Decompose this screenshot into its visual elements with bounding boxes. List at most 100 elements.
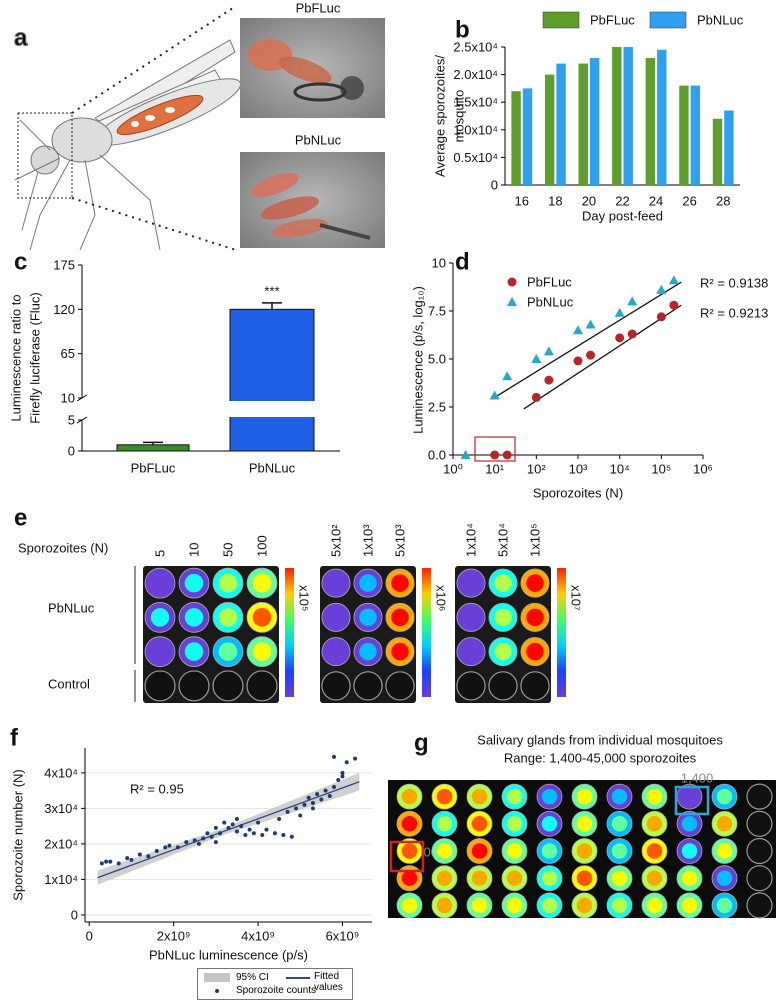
x-tick-label: PbFLuc xyxy=(131,461,176,476)
well-core xyxy=(716,870,733,886)
point xyxy=(289,834,294,839)
bar xyxy=(511,91,521,185)
legend-label: PbFLuc xyxy=(590,13,635,28)
empty-well xyxy=(746,892,773,919)
point xyxy=(627,329,637,339)
point xyxy=(332,754,337,759)
legend-swatch xyxy=(542,11,580,29)
y-tick-label: 3x10⁴ xyxy=(44,801,78,816)
bar xyxy=(623,47,633,185)
well-core xyxy=(436,788,453,805)
well-core xyxy=(681,870,698,886)
point xyxy=(108,859,113,864)
well-core xyxy=(541,788,558,805)
annotation: R² = 0.95 xyxy=(130,782,184,797)
x-tick-label: 20 xyxy=(582,194,596,209)
bar xyxy=(116,444,190,452)
point xyxy=(192,838,197,843)
panel-letter: c xyxy=(14,249,27,276)
point xyxy=(234,817,239,822)
well-core xyxy=(184,573,204,593)
empty-well xyxy=(246,670,278,702)
well-core xyxy=(576,897,593,914)
point xyxy=(336,777,341,782)
well-core xyxy=(681,843,698,859)
point xyxy=(234,829,239,834)
legend-swatch xyxy=(215,989,219,993)
colorbar-label: x10⁶ xyxy=(434,585,449,611)
bar xyxy=(589,58,600,185)
point xyxy=(585,319,596,329)
legend-swatch xyxy=(286,977,310,979)
mosquito-illustration: a xyxy=(14,5,242,251)
oocyst xyxy=(145,115,155,121)
point xyxy=(146,854,151,859)
point xyxy=(243,833,248,837)
point xyxy=(256,820,261,825)
bar xyxy=(679,85,689,185)
point xyxy=(573,356,583,366)
well-core xyxy=(218,608,238,627)
point xyxy=(247,827,252,832)
point xyxy=(251,831,256,836)
column-label: 10 xyxy=(187,543,202,557)
well-core xyxy=(462,642,480,661)
well-core xyxy=(401,788,418,805)
column-label: 5x10³ xyxy=(393,524,408,557)
well-core xyxy=(506,843,523,859)
point xyxy=(531,354,542,363)
well-core xyxy=(359,642,377,661)
well-core xyxy=(646,897,663,914)
point xyxy=(154,848,159,853)
column-label: 5x10⁴ xyxy=(496,523,511,557)
tissue xyxy=(340,76,364,100)
row-label: PbNLuc xyxy=(48,601,95,616)
oocyst xyxy=(165,107,175,113)
point xyxy=(340,774,345,779)
well-core xyxy=(716,843,733,859)
well-core xyxy=(252,573,272,593)
y-tick-label: 7.5 xyxy=(428,304,446,319)
point xyxy=(294,806,299,811)
well-core xyxy=(150,608,170,627)
legend-label: Sporozoite counts xyxy=(236,985,317,996)
y-tick-label: 5.0 xyxy=(428,352,446,367)
oocyst xyxy=(131,121,139,127)
point xyxy=(125,856,130,861)
colorbar-label: x10⁷ xyxy=(569,585,584,611)
x-tick-label: 10⁵ xyxy=(651,462,671,477)
x-tick-label: PbNLuc xyxy=(249,461,296,476)
well-core xyxy=(252,642,272,661)
y-axis-label: Luminescence ratio to xyxy=(9,294,24,421)
point xyxy=(502,450,512,460)
point xyxy=(319,797,324,802)
well-core xyxy=(184,642,204,661)
x-axis-label: PbNLuc luminescence (p/s) xyxy=(149,948,308,963)
x-tick-label: 10¹ xyxy=(485,462,504,477)
column-label: 1x10⁵ xyxy=(528,523,543,557)
well-core xyxy=(436,816,453,832)
well-core xyxy=(541,843,558,859)
x-tick-label: 10⁴ xyxy=(610,462,630,477)
point xyxy=(281,833,286,837)
image-subtitle: Range: 1,400-45,000 sporozoites xyxy=(504,751,697,766)
well-core xyxy=(646,816,663,832)
empty-well xyxy=(456,671,486,701)
legend-marker xyxy=(507,297,517,306)
well-core xyxy=(506,870,523,886)
y-axis-label: Luminescence (p/s, log₁₀) xyxy=(411,286,426,434)
point xyxy=(310,806,315,811)
point xyxy=(137,852,142,857)
colorbar xyxy=(285,568,294,697)
well-core xyxy=(462,608,480,627)
well-core xyxy=(391,642,409,661)
empty-well xyxy=(353,671,383,701)
y-tick-label: 0.5x10⁴ xyxy=(453,150,498,165)
panel-letter: g xyxy=(414,730,429,757)
x-tick-label: 6x10⁹ xyxy=(326,929,360,944)
empty-well xyxy=(212,670,244,702)
panel-letter: b xyxy=(455,17,470,44)
error-bar xyxy=(262,302,282,310)
point xyxy=(129,857,134,862)
